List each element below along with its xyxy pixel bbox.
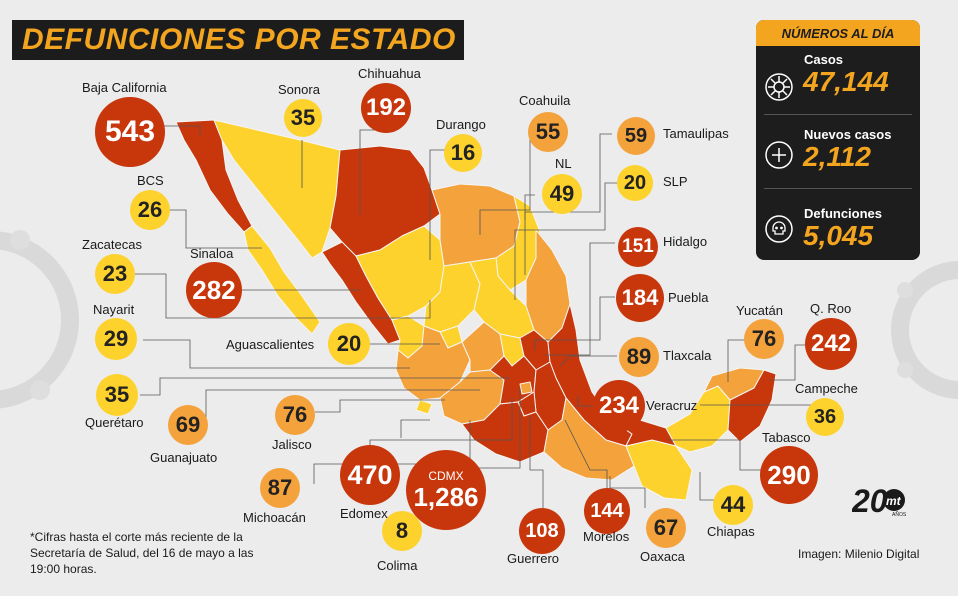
state-label-nl: NL: [555, 156, 572, 171]
state-label-veracruz: Veracruz: [646, 398, 698, 413]
state-bubble-hidalgo: 151: [618, 227, 658, 267]
state-bubble-yucatan: 76: [744, 319, 784, 359]
state-bubble-chiapas: 44: [713, 485, 753, 525]
state-bubble-q-roo: 242: [805, 318, 857, 370]
state-bubble-morelos: 144: [584, 488, 630, 534]
state-label-chiapas: Chiapas: [707, 524, 755, 539]
state-label-sinaloa: Sinaloa: [190, 246, 234, 261]
state-label-q-roo: Q. Roo: [810, 301, 852, 316]
state-label-campeche: Campeche: [795, 381, 858, 396]
image-credit: Imagen: Milenio Digital: [798, 547, 920, 561]
summary-header: NÚMEROS AL DÍA: [756, 20, 920, 46]
state-bubble-sonora: 35: [284, 99, 322, 137]
summary-panel: NÚMEROS AL DÍA Casos 47,144 Nuevos casos…: [756, 20, 920, 260]
state-label-tlaxcala: Tlaxcala: [663, 348, 712, 363]
milenio-20-anios-logo: 20 mt AÑOS: [851, 478, 912, 527]
logo-small: AÑOS: [892, 511, 907, 518]
state-bubble-campeche: 36: [806, 398, 844, 436]
state-label-slp: SLP: [663, 174, 688, 189]
state-bubble-durango: 16: [444, 134, 482, 172]
state-bubble-cdmx: CDMX 1,286: [406, 450, 486, 530]
cdmx-value: 1,286: [413, 481, 479, 512]
state-label-durango: Durango: [436, 117, 486, 132]
new-cases-label: Nuevos casos: [804, 127, 892, 142]
state-bubble-veracruz: 234: [593, 380, 645, 432]
state-label-zacatecas: Zacatecas: [82, 237, 142, 252]
state-label-chihuahua: Chihuahua: [358, 66, 421, 81]
state-bubble-tabasco: 290: [760, 446, 818, 504]
state-bubble-nl: 49: [542, 174, 582, 214]
panel-divider: [764, 114, 912, 115]
state-label-jalisco: Jalisco: [272, 437, 312, 452]
state-bubble-guerrero: 108: [519, 508, 565, 554]
state-bubble-queretaro: 35: [96, 374, 138, 416]
skull-icon: [765, 215, 793, 243]
state-bubble-slp: 20: [617, 165, 653, 201]
state-bubble-michoacan: 87: [260, 468, 300, 508]
logo-number: 20: [852, 483, 888, 519]
state-bubble-nayarit: 29: [95, 318, 137, 360]
cases-value: 47,144: [803, 66, 889, 97]
state-region-guerrero: [461, 401, 549, 463]
state-label-guanajuato: Guanajuato: [150, 450, 218, 465]
state-bubble-puebla: 184: [616, 274, 664, 322]
state-bubble-coahuila: 55: [528, 112, 568, 152]
state-label-hidalgo: Hidalgo: [663, 234, 708, 249]
state-region-bcs: [243, 225, 321, 335]
state-label-sonora: Sonora: [278, 82, 320, 97]
page-title: DEFUNCIONES POR ESTADO: [22, 23, 456, 56]
state-label-oaxaca: Oaxaca: [640, 549, 685, 564]
state-label-colima: Colima: [377, 558, 418, 573]
state-bubble-colima: 8: [382, 511, 422, 551]
panel-divider: [764, 188, 912, 189]
state-bubble-jalisco: 76: [275, 395, 315, 435]
state-region-q-roo: [727, 369, 777, 443]
cdmx-label: CDMX: [428, 468, 464, 483]
state-region-campeche: [665, 385, 731, 453]
state-label-coahuila: Coahuila: [519, 93, 571, 108]
cases-label: Casos: [804, 52, 844, 67]
leader-lines: [116, 125, 815, 508]
deaths-value: 5,045: [803, 220, 874, 251]
state-label-baja-california: Baja California: [82, 80, 167, 95]
state-bubble-edomex: 470: [340, 445, 400, 505]
state-label-guerrero: Guerrero: [507, 551, 560, 566]
state-region-cdmx: [519, 381, 533, 395]
state-label-queretaro: Querétaro: [85, 415, 144, 430]
state-label-yucatan: Yucatán: [736, 303, 783, 318]
state-label-tabasco: Tabasco: [762, 430, 811, 445]
state-bubble-guanajuato: 69: [168, 405, 208, 445]
state-label-michoacan: Michoacán: [243, 510, 306, 525]
state-bubble-tlaxcala: 89: [619, 337, 659, 377]
state-label-tamaulipas: Tamaulipas: [663, 126, 729, 141]
virus-icon: [765, 73, 793, 101]
state-bubble-aguascalientes: 20: [328, 323, 370, 365]
state-bubble-bcs: 26: [130, 190, 170, 230]
state-label-bcs: BCS: [137, 173, 164, 188]
state-label-edomex: Edomex: [340, 506, 388, 521]
state-label-aguascalientes: Aguascalientes: [226, 337, 315, 352]
state-region-colima: [415, 399, 433, 415]
state-bubble-sinaloa: 282: [186, 262, 242, 318]
new-cases-value: 2,112: [803, 141, 871, 172]
state-label-nayarit: Nayarit: [93, 302, 135, 317]
footnote: *Cifras hasta el corte más reciente de l…: [30, 530, 254, 576]
state-bubble-oaxaca: 67: [646, 508, 686, 548]
state-bubble-tamaulipas: 59: [617, 117, 655, 155]
state-label-puebla: Puebla: [668, 290, 709, 305]
deaths-label: Defunciones: [804, 206, 883, 221]
state-label-morelos: Morelos: [583, 529, 630, 544]
title-bar: [12, 20, 464, 60]
state-bubble-baja-california: 543: [95, 97, 165, 167]
plus-circle-icon: [765, 141, 793, 169]
state-bubble-chihuahua: 192: [361, 83, 411, 133]
state-bubble-zacatecas: 23: [95, 254, 135, 294]
logo-brand: mt: [886, 494, 902, 508]
